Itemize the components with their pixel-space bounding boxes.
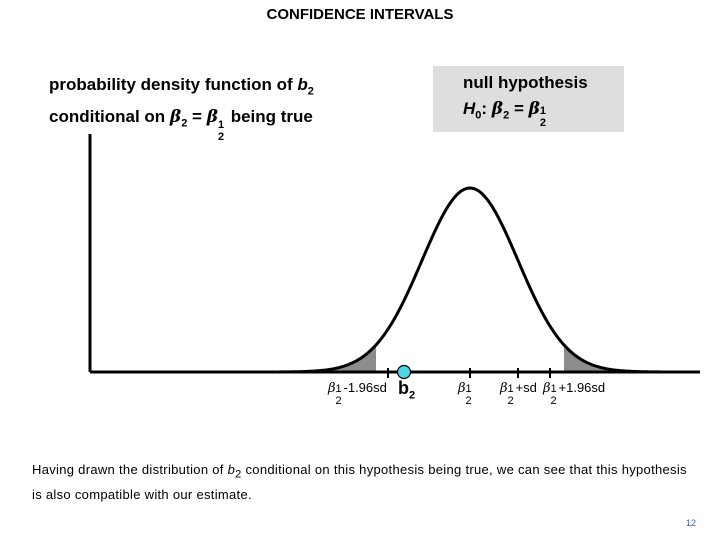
slide-title: CONFIDENCE INTERVALS xyxy=(266,6,454,23)
tick-label-plus-sd: β 1 2 +sd xyxy=(500,380,537,407)
pdf-label-line1: probability density function of b2 xyxy=(49,75,314,98)
null-hypothesis-heading: null hypothesis xyxy=(463,73,588,92)
tick-label-plus-196: β 1 2 +1.96sd xyxy=(543,380,606,407)
density-curve xyxy=(269,186,681,374)
page-number: 12 xyxy=(686,518,697,528)
estimate-marker xyxy=(396,364,412,380)
left-tail-region xyxy=(300,344,376,372)
right-tail-region xyxy=(564,344,650,372)
caption-text: Having drawn the distribution of b2 cond… xyxy=(32,462,687,502)
pdf-label: probability density function of b2 condi… xyxy=(49,72,314,144)
estimate-label: b2 xyxy=(398,378,416,402)
tick-label-lower-196: β 1 2 -1.96sd xyxy=(328,380,387,407)
